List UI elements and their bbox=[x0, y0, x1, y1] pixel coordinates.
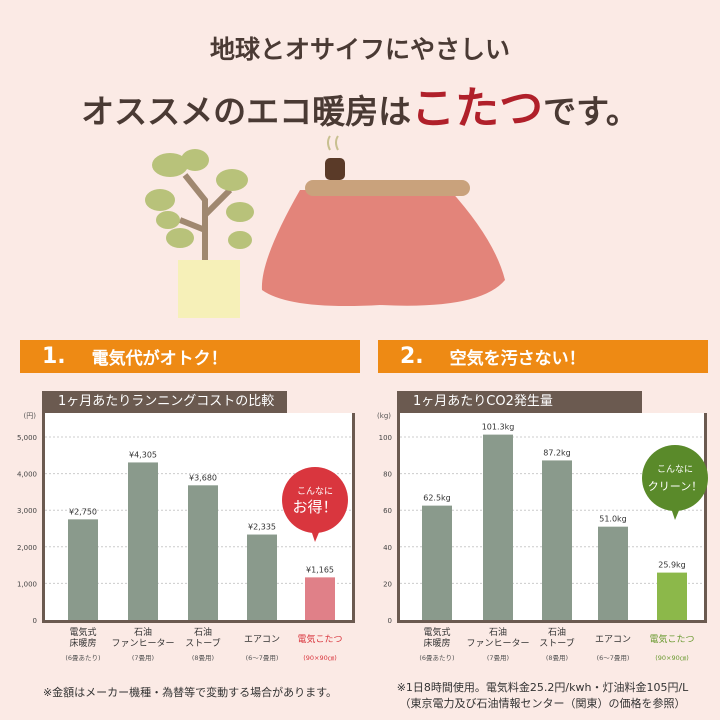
headline-post: です。 bbox=[543, 92, 639, 131]
callout-text: こんなに bbox=[657, 464, 693, 475]
bar bbox=[188, 485, 218, 620]
category-sub-label: (6〜7畳用) bbox=[246, 654, 279, 662]
callout-text: こんなに bbox=[297, 486, 333, 497]
category-label: 石油 bbox=[194, 626, 212, 638]
footnote-2b: （東京電力及び石油情報センター（関東）の価格を参照） bbox=[399, 697, 686, 710]
category-sub-label: (6畳あたり) bbox=[419, 654, 454, 662]
category-label: 石油 bbox=[489, 626, 507, 638]
bar bbox=[542, 460, 572, 620]
callout-text: クリーン！ bbox=[648, 480, 702, 493]
category-label: ファンヒーター bbox=[466, 638, 529, 649]
y-tick-label: 3,000 bbox=[17, 507, 37, 515]
data-label: 87.2kg bbox=[543, 448, 571, 457]
section-title: 空気を汚さない！ bbox=[449, 349, 586, 369]
category-label: ストーブ bbox=[185, 637, 220, 649]
category-label: 床暖房 bbox=[69, 637, 96, 649]
data-label: ¥2,750 bbox=[69, 507, 97, 516]
category-label: エアコン bbox=[244, 635, 280, 645]
category-label: 床暖房 bbox=[423, 637, 450, 649]
callout-tail bbox=[311, 530, 320, 542]
category-sub-label: (90×90㎝) bbox=[303, 654, 337, 662]
chart-2-title: 1ヶ月あたりCO2発生量 bbox=[397, 391, 642, 413]
illustration bbox=[145, 135, 505, 318]
section-title: 電気代がオトク！ bbox=[91, 349, 228, 369]
category-label: エアコン bbox=[595, 635, 631, 645]
category-label: 電気こたつ bbox=[649, 633, 694, 645]
section-2-header: 2. 空気を汚さない！ bbox=[378, 340, 708, 373]
bar bbox=[598, 526, 628, 620]
chart-1-title: 1ヶ月あたりランニングコストの比較 bbox=[42, 391, 287, 413]
data-label: 25.9kg bbox=[658, 561, 686, 570]
section-1-header: 1. 電気代がオトク！ bbox=[20, 340, 360, 373]
category-sub-label: (90×90㎝) bbox=[655, 654, 689, 662]
data-label: 101.3kg bbox=[482, 423, 515, 432]
data-label: ¥2,335 bbox=[248, 523, 276, 532]
bar bbox=[68, 519, 98, 620]
headline-pre: オススメのエコ暖房は bbox=[81, 92, 412, 131]
callout-bubble bbox=[642, 445, 708, 511]
y-tick-label: 80 bbox=[383, 471, 392, 479]
category-sub-label: (8畳用) bbox=[546, 654, 568, 662]
bar bbox=[305, 577, 335, 620]
data-label: 62.5kg bbox=[423, 494, 451, 503]
y-axis-unit: (kg) bbox=[377, 412, 391, 420]
data-label: ¥4,305 bbox=[129, 450, 157, 459]
bar bbox=[422, 505, 452, 620]
y-tick-label: 0 bbox=[33, 617, 37, 625]
callout-text: お得！ bbox=[292, 498, 337, 516]
footnote-2a: ※1日8時間使用。電気料金25.2円/kwh・灯油料金105円/L bbox=[396, 681, 689, 694]
bar bbox=[247, 534, 277, 620]
callout-tail bbox=[671, 508, 680, 520]
kotatsu-icon bbox=[261, 135, 505, 306]
category-label: ストーブ bbox=[539, 637, 574, 649]
data-label: ¥1,165 bbox=[306, 565, 334, 574]
category-sub-label: (7畳用) bbox=[132, 654, 154, 662]
y-tick-label: 100 bbox=[379, 434, 392, 442]
y-tick-label: 60 bbox=[383, 507, 392, 515]
y-tick-label: 2,000 bbox=[17, 544, 37, 552]
section-number: 1. bbox=[42, 344, 66, 369]
category-sub-label: (6〜7畳用) bbox=[597, 654, 630, 662]
category-label: 電気式 bbox=[69, 626, 96, 638]
y-tick-label: 1,000 bbox=[17, 580, 37, 588]
category-label: 石油 bbox=[134, 626, 152, 638]
category-sub-label: (6畳あたり) bbox=[65, 654, 100, 662]
headline-line2: オススメのエコ暖房はこたつです。 bbox=[0, 72, 720, 136]
data-label: 51.0kg bbox=[599, 515, 627, 524]
y-tick-label: 4,000 bbox=[17, 471, 37, 479]
category-sub-label: (7畳用) bbox=[487, 654, 509, 662]
bar bbox=[128, 462, 158, 620]
callout-bubble bbox=[282, 467, 348, 533]
y-tick-label: 40 bbox=[383, 544, 392, 552]
category-label: 電気こたつ bbox=[297, 633, 342, 645]
y-tick-label: 5,000 bbox=[17, 434, 37, 442]
category-label: ファンヒーター bbox=[111, 638, 174, 649]
category-sub-label: (8畳用) bbox=[192, 654, 214, 662]
footnote-1: ※金額はメーカー機種・為替等で変動する場合があります。 bbox=[42, 686, 338, 699]
headline-line1: 地球とオサイフにやさしい bbox=[209, 35, 510, 64]
category-label: 石油 bbox=[548, 626, 566, 638]
bar bbox=[483, 434, 513, 620]
section-number: 2. bbox=[400, 344, 424, 369]
y-tick-label: 0 bbox=[388, 617, 392, 625]
bar bbox=[657, 572, 687, 620]
y-tick-label: 20 bbox=[383, 580, 392, 588]
data-label: ¥3,680 bbox=[189, 473, 217, 482]
plant-icon bbox=[145, 149, 254, 318]
headline-highlight: こたつ bbox=[411, 83, 544, 134]
category-label: 電気式 bbox=[423, 626, 450, 638]
y-axis-unit: (円) bbox=[24, 412, 37, 420]
